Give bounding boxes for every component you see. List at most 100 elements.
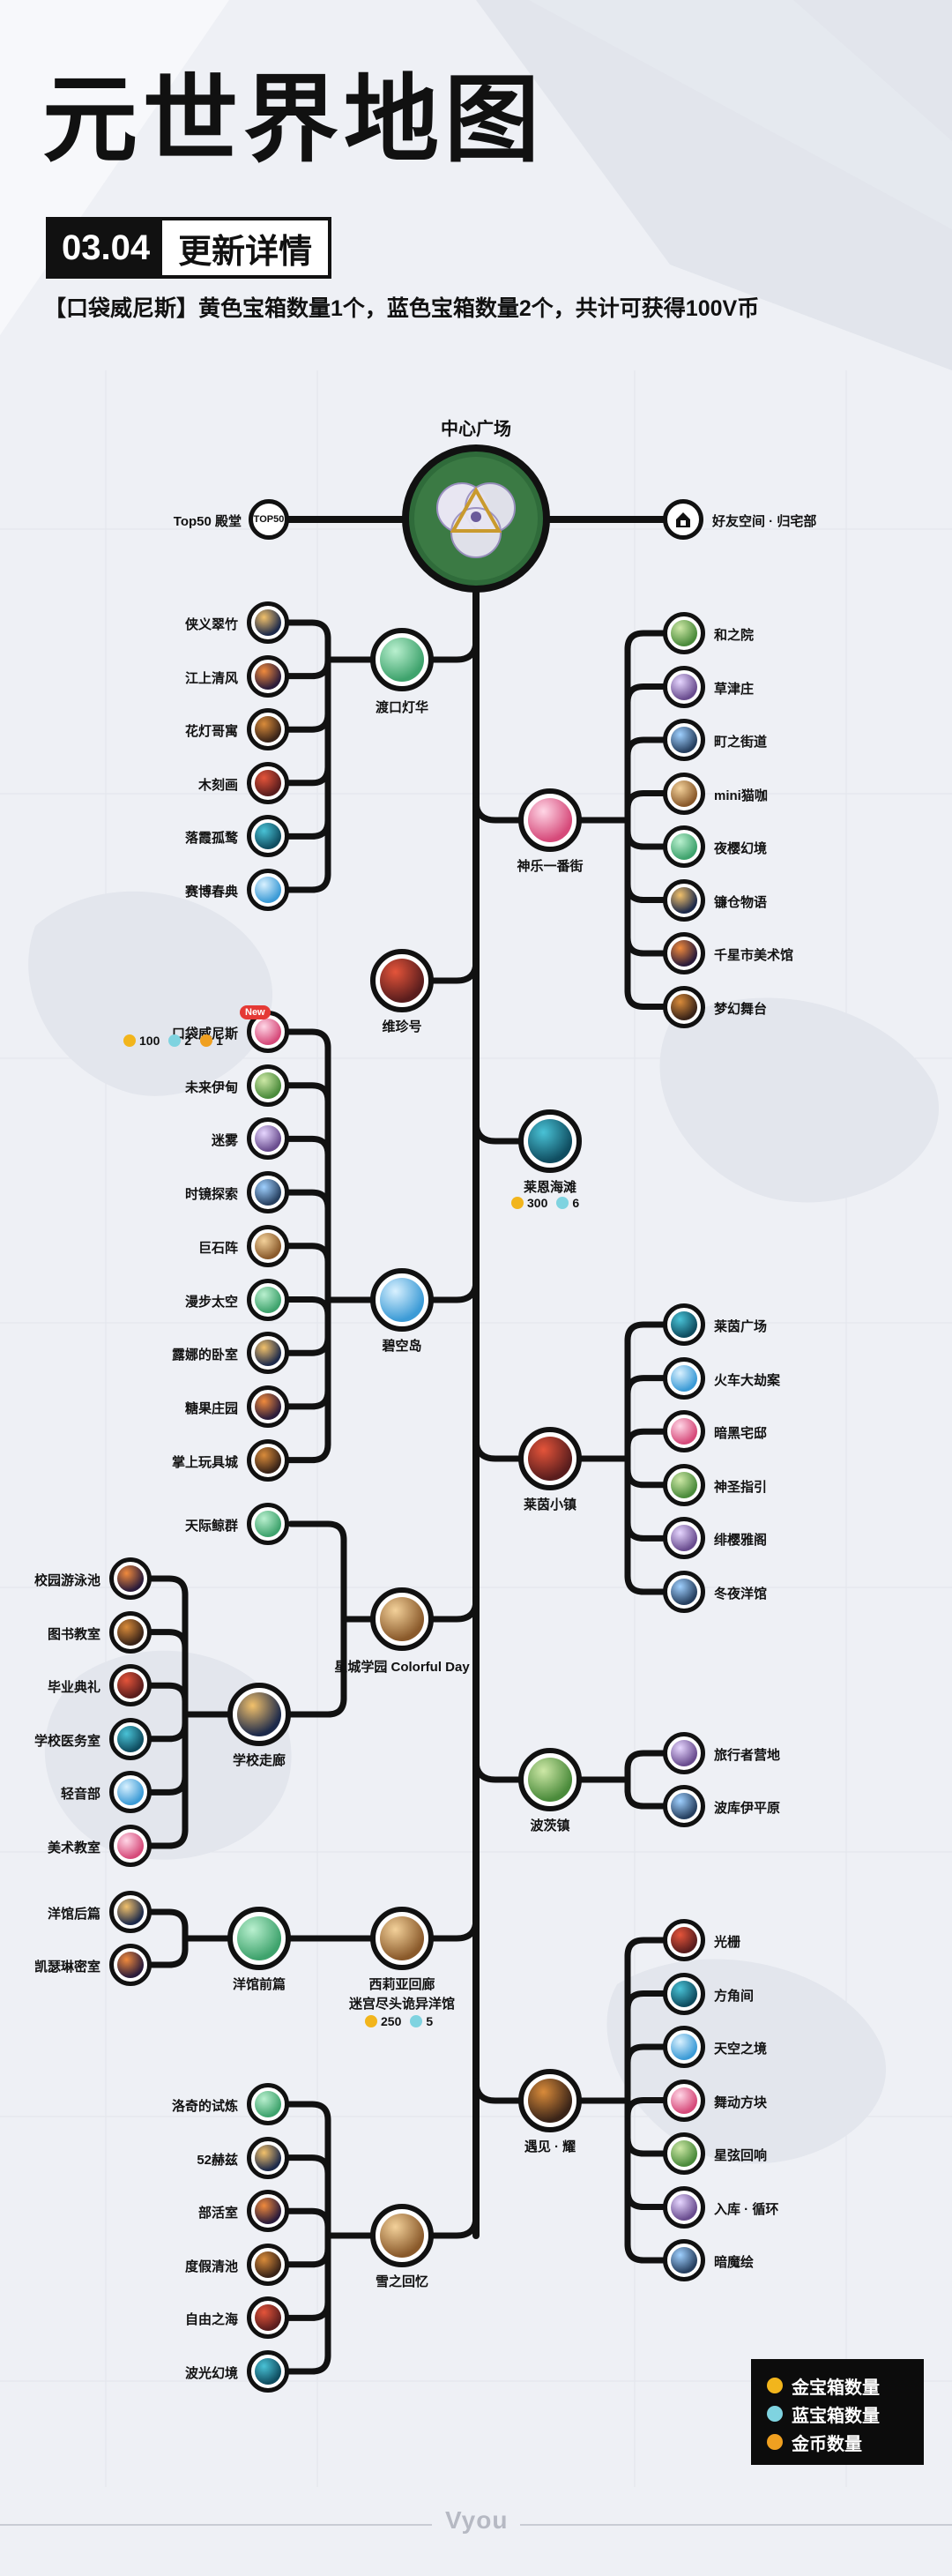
hub-bikong[interactable] (370, 1268, 434, 1332)
laiyin-scene-1-thumbnail (671, 1311, 697, 1338)
blue-chest-icon (168, 1034, 182, 1047)
hub-dukou-thumbnail (380, 638, 424, 682)
yujian-scene-7[interactable] (663, 2239, 705, 2281)
xuexiao-scene-1[interactable] (109, 1557, 152, 1600)
hub-kagura-thumbnail (528, 798, 572, 842)
laiyin-scene-label-1: 莱茵广场 (714, 1319, 768, 1334)
yujian-scene-5[interactable] (663, 2132, 705, 2175)
kagura-scene-1[interactable] (663, 612, 705, 654)
bodong-scene-1-thumbnail (671, 1740, 697, 1766)
beach-blue: 6 (572, 1196, 580, 1210)
hub-weizhen[interactable] (370, 949, 434, 1012)
hub-laiyin-town[interactable] (518, 1427, 582, 1490)
kagura-scene-2-thumbnail (671, 673, 697, 700)
xuezhi-scene-5-thumbnail (255, 2304, 281, 2332)
dukou-scene-6[interactable] (247, 869, 289, 911)
kagura-scene-3[interactable] (663, 719, 705, 761)
hub-xuexiao[interactable] (227, 1683, 291, 1746)
bikong-scene-2[interactable] (247, 1064, 289, 1107)
xingcheng-scene-1[interactable] (247, 1503, 289, 1545)
yujian-scene-4[interactable] (663, 2079, 705, 2122)
laiyin-scene-4[interactable] (663, 1463, 705, 1506)
kagura-scene-6[interactable] (663, 878, 705, 922)
bikong-scene-3[interactable] (247, 1117, 289, 1161)
xuexiao-scene-label-5: 轻音部 (60, 1787, 100, 1803)
bikong-scene-4-thumbnail (255, 1179, 281, 1206)
dukou-scene-1[interactable] (247, 601, 289, 644)
bikong-scene-4[interactable] (247, 1171, 289, 1214)
kagura-scene-4[interactable] (663, 772, 705, 815)
laiyin-scene-1[interactable] (663, 1303, 705, 1346)
kagura-scene-5[interactable] (663, 825, 705, 868)
dukou-scene-2[interactable] (247, 654, 289, 698)
center-plaza-node[interactable] (402, 444, 550, 593)
yujian-scene-3[interactable] (663, 2026, 705, 2068)
hub-dukou[interactable] (370, 628, 434, 691)
bikong-scene-6[interactable] (247, 1278, 289, 1321)
yujian-scene-2[interactable] (663, 1972, 705, 2015)
kagura-scene-label-8: 梦幻舞台 (714, 1001, 768, 1017)
hub-xiliya[interactable] (370, 1907, 434, 1970)
xuexiao-scene-4[interactable] (109, 1717, 152, 1760)
top50-icon[interactable]: TOP50 (249, 499, 289, 540)
xuexiao-scene-2[interactable] (109, 1610, 152, 1654)
xuexiao-scene-3[interactable] (109, 1664, 152, 1707)
yangguan-scene-1[interactable] (109, 1891, 152, 1933)
kagura-scene-label-2: 草津庄 (714, 681, 755, 697)
yujian-scene-label-5: 星弦回响 (714, 2148, 768, 2163)
xuexiao-scene-5[interactable] (109, 1771, 152, 1814)
bikong-scene-label-3: 迷雾 (211, 1133, 238, 1149)
dukou-scene-4[interactable] (247, 761, 289, 804)
dukou-scene-5[interactable] (247, 815, 289, 858)
bodong-scene-1[interactable] (663, 1732, 705, 1774)
laiyin-scene-6[interactable] (663, 1571, 705, 1613)
hub-yangguan[interactable] (227, 1907, 291, 1970)
laiyin-scene-label-5: 绯樱雅阁 (714, 1533, 768, 1549)
hub-kagura[interactable] (518, 788, 582, 852)
hub-bodong[interactable] (518, 1748, 582, 1811)
laiyin-scene-5[interactable] (663, 1517, 705, 1560)
home-icon[interactable] (663, 499, 703, 540)
dukou-scene-3[interactable] (247, 708, 289, 751)
hub-bodong-thumbnail (528, 1758, 572, 1802)
kagura-scene-2[interactable] (663, 665, 705, 708)
legend-gold-label: 金宝箱数量 (792, 2378, 880, 2398)
bikong-scene-5[interactable] (247, 1224, 289, 1267)
bikong-scene-9[interactable] (247, 1438, 289, 1482)
bodong-scene-2[interactable] (663, 1785, 705, 1827)
xuexiao-scene-2-thumbnail (117, 1618, 144, 1646)
xuexiao-scene-6[interactable] (109, 1825, 152, 1867)
hub-xingcheng[interactable] (370, 1587, 434, 1651)
hub-laien-beach[interactable] (518, 1109, 582, 1173)
footer-divider-right (520, 2524, 952, 2526)
venice-gold: 100 (139, 1034, 160, 1048)
kagura-scene-7[interactable] (663, 932, 705, 974)
hub-bikong-label: 碧空岛 (382, 1339, 422, 1354)
xuezhi-scene-6[interactable] (247, 2350, 289, 2393)
laiyin-scene-2[interactable] (663, 1356, 705, 1400)
xiliya-blue: 5 (426, 2014, 434, 2028)
xuezhi-scene-3[interactable] (247, 2190, 289, 2233)
xuexiao-scene-4-thumbnail (117, 1725, 144, 1752)
yujian-scene-1[interactable] (663, 1919, 705, 1961)
hub-yujian[interactable] (518, 2069, 582, 2132)
bikong-scene-8-thumbnail (255, 1393, 281, 1420)
hub-yujian-label: 遇见 · 耀 (524, 2139, 576, 2154)
hub-xuezhi[interactable] (370, 2204, 434, 2267)
xuezhi-scene-4[interactable] (247, 2243, 289, 2286)
yujian-scene-6[interactable] (663, 2185, 705, 2229)
bikong-scene-8[interactable] (247, 1385, 289, 1428)
laiyin-scene-3[interactable] (663, 1410, 705, 1453)
bikong-scene-7-thumbnail (255, 1340, 281, 1367)
xuezhi-scene-2[interactable] (247, 2136, 289, 2179)
bikong-scene-2-thumbnail (255, 1071, 281, 1099)
legend-gold: 金宝箱数量 (767, 2371, 908, 2400)
kagura-scene-8[interactable] (663, 985, 705, 1028)
yangguan-scene-2[interactable] (109, 1944, 152, 1986)
bikong-scene-7[interactable] (247, 1332, 289, 1375)
xuezhi-scene-5[interactable] (247, 2296, 289, 2340)
xuezhi-scene-1[interactable] (247, 2083, 289, 2125)
xuezhi-scene-2-thumbnail (255, 2144, 281, 2171)
dukou-scene-5-thumbnail (255, 823, 281, 850)
xuexiao-scene-5-thumbnail (117, 1779, 144, 1806)
